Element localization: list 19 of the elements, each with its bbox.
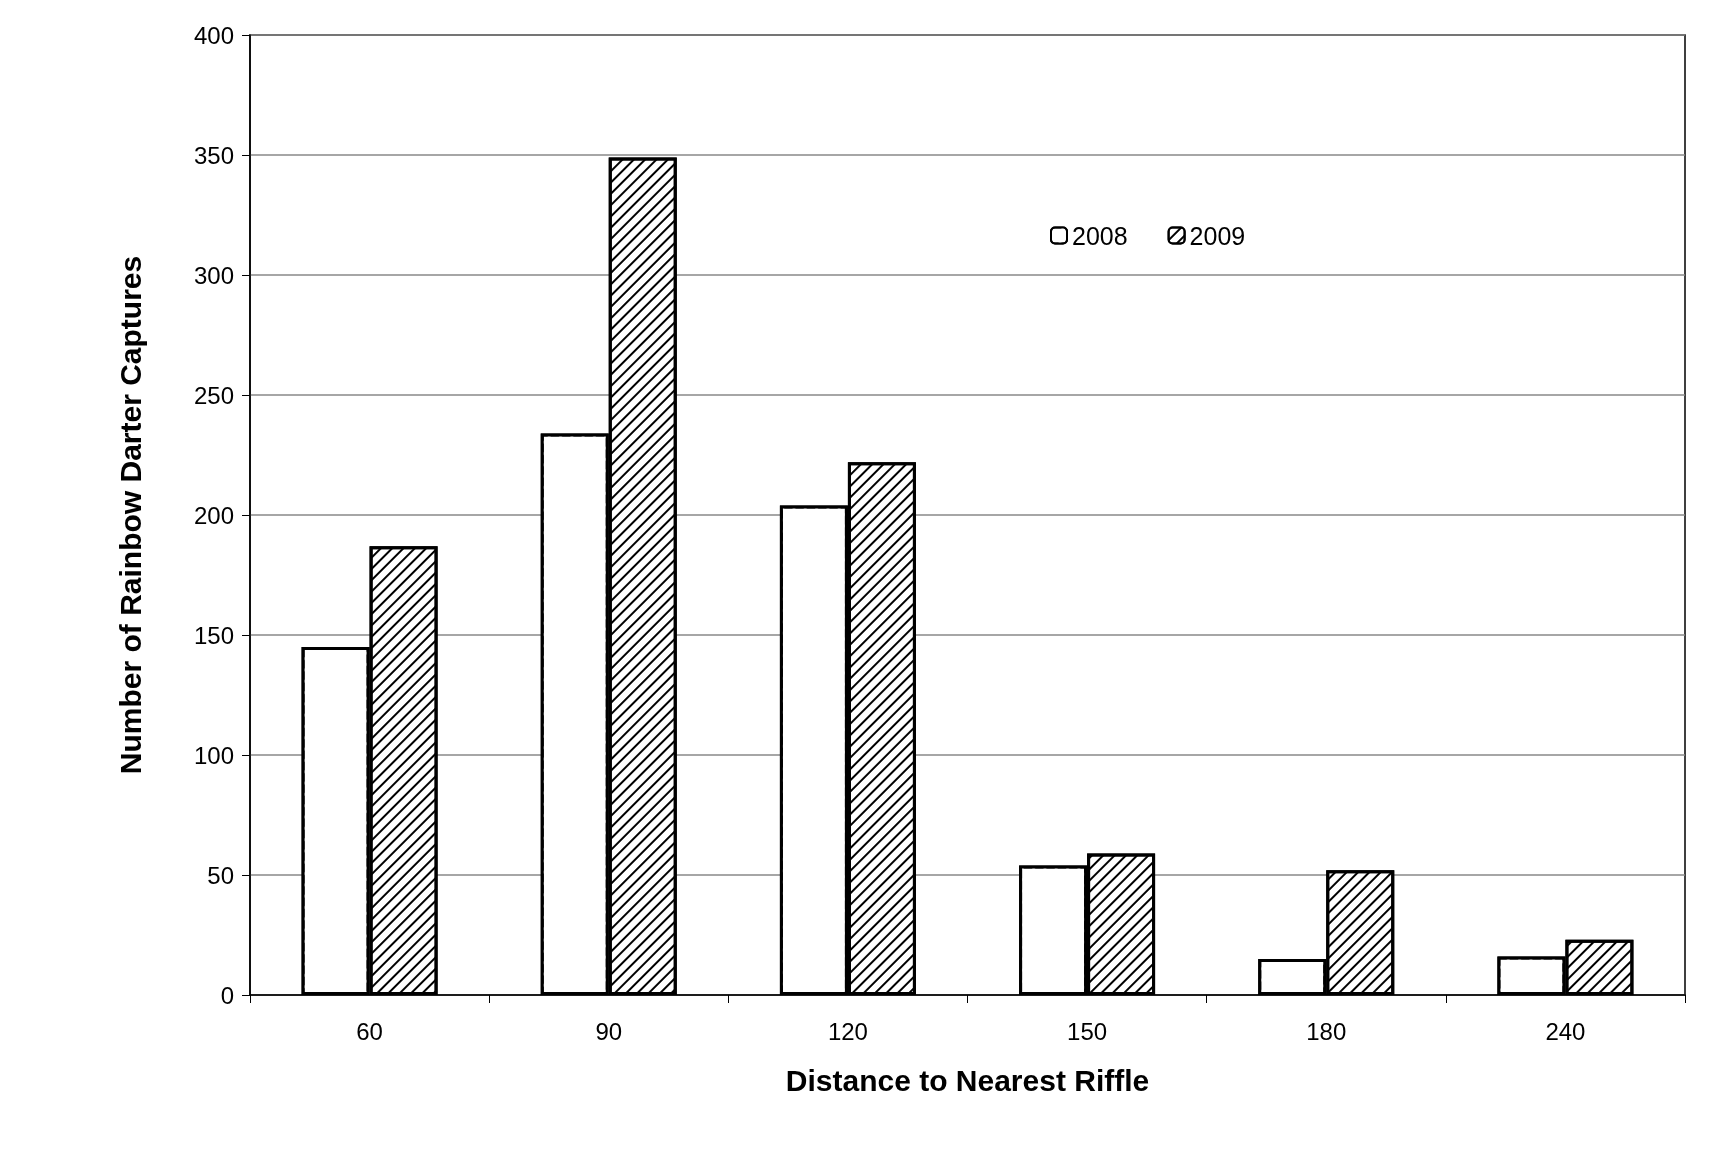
y-tick-label: 400 [193,21,234,49]
y-tick-label: 100 [193,741,234,769]
y-tick-label: 150 [193,621,234,649]
y-axis-title: Number of Rainbow Darter Captures [113,255,147,775]
y-tick-label: 250 [193,381,234,409]
x-axis-title: Distance to Nearest Riffle [785,1063,1150,1097]
x-tick-label: 240 [1545,1017,1586,1045]
x-tick-label: 150 [1067,1017,1108,1045]
y-tick-label: 200 [193,501,234,529]
y-tick-label: 0 [220,981,234,1009]
x-tick-label: 60 [356,1017,383,1045]
x-tick-label: 90 [595,1017,623,1045]
x-tick-label: 180 [1306,1017,1347,1045]
x-tick-label: 120 [827,1017,868,1045]
y-tick-label: 350 [193,141,234,169]
legend-label: 2008 [1072,221,1128,250]
y-tick-label: 50 [207,861,234,889]
legend-label: 2009 [1189,221,1246,250]
y-tick-label: 300 [193,261,234,289]
